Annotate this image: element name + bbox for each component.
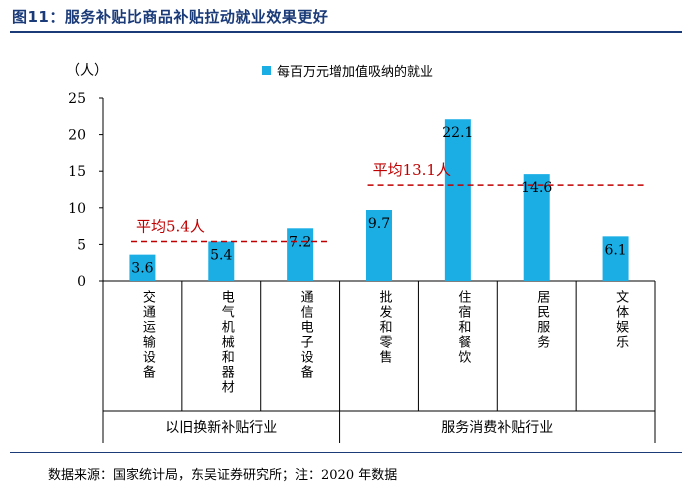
bar [208, 241, 235, 281]
x-tick-label: 通信电子设备 [298, 290, 314, 380]
bar-value-label: 6.1 [604, 242, 626, 258]
x-tick-label: 居民服务 [534, 290, 550, 350]
x-tick-label: 住宿和餐饮 [455, 290, 471, 365]
x-tick-label: 批发和零售 [377, 290, 393, 365]
y-axis-label: （人） [66, 63, 108, 79]
bar-value-label: 14.6 [521, 180, 552, 196]
bar-value-label: 7.2 [289, 234, 311, 250]
bar-value-label: 3.6 [131, 261, 153, 277]
y-tick-label: 5 [77, 237, 86, 253]
source-footnote: 数据来源：国家统计局，东吴证券研究所；注：2020 年数据 [48, 468, 398, 483]
x-tick-label: 交通运输设备 [140, 289, 156, 380]
x-tick-label: 文体娱乐 [613, 290, 629, 350]
bar [444, 119, 471, 281]
bar-value-label: 22.1 [442, 125, 473, 141]
bar-value-label: 9.7 [368, 216, 390, 232]
legend-swatch [262, 66, 271, 75]
bar [287, 228, 314, 281]
figure-title: 图11：服务补贴比商品补贴拉动就业效果更好 [12, 8, 329, 26]
bar [523, 174, 550, 281]
legend: 每百万元增加值吸纳的就业 [262, 64, 433, 80]
plot-area: 0 5 10 15 20 25 3.6 交通运输设备 5.4 电气机械和器材 7.2 通信电子设备 9.… [68, 91, 656, 443]
average-label: 平均5.4人 [136, 217, 205, 235]
bar [129, 254, 156, 281]
title-rule [10, 31, 682, 33]
y-tick-label: 15 [68, 164, 86, 180]
y-tick-label: 20 [68, 128, 86, 144]
group-label: 以旧换新补贴行业 [165, 419, 277, 436]
legend-label: 每百万元增加值吸纳的就业 [277, 64, 433, 80]
y-tick-label: 0 [77, 274, 86, 290]
bar-value-label: 5.4 [210, 247, 232, 263]
y-tick-label: 25 [68, 91, 86, 107]
bar [366, 209, 392, 281]
bar [602, 236, 629, 281]
footer-rule [10, 452, 682, 453]
x-tick-label: 电气机械和器材 [219, 290, 235, 395]
average-label: 平均13.1人 [373, 161, 451, 179]
y-tick-label: 10 [68, 201, 86, 217]
group-label: 服务消费补贴行业 [441, 420, 553, 436]
